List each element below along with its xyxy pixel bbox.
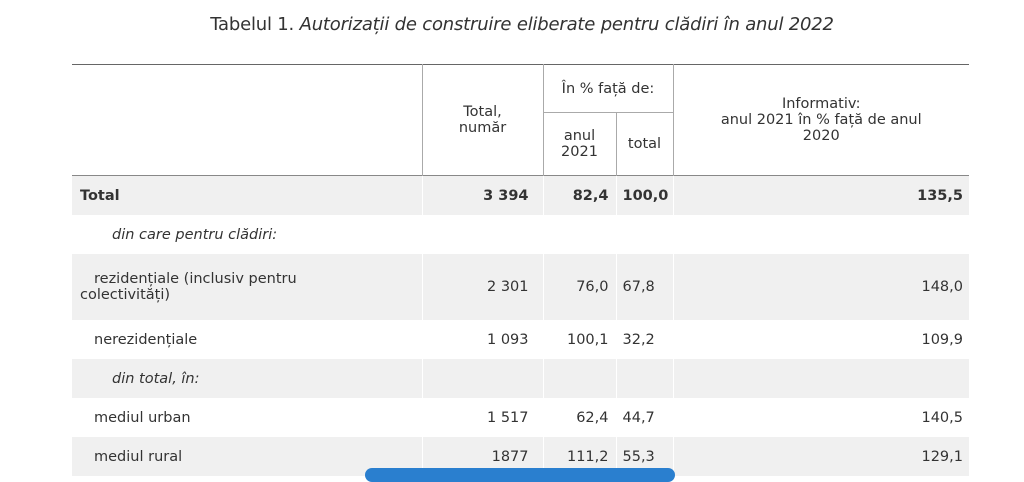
caption-prefix: Tabelul 1.	[210, 14, 300, 35]
header-total-pct: total	[615, 112, 673, 176]
cell-total: 1 517	[421, 398, 543, 437]
cell-informativ: 148,0	[672, 254, 969, 320]
header-total-count: Total, număr	[421, 64, 543, 176]
table-row-mediul-urban: mediul urban 1 517 62,4 44,7 140,5	[72, 398, 969, 437]
cell-pct-total	[615, 215, 673, 254]
row-label: mediul urban	[94, 409, 191, 426]
row-label: rezidențiale (inclusiv pentru colectivit…	[72, 254, 422, 320]
header-empty-cell	[72, 65, 422, 176]
header-info-line1: Informativ:	[781, 96, 861, 112]
cell-total: 3 394	[421, 175, 543, 215]
caption-title: Autorizații de construire eliberate pent…	[299, 14, 834, 35]
table-body: Total 3 394 82,4 100,0 135,5 din care pe…	[72, 175, 969, 476]
cell-anul-2021	[542, 215, 616, 254]
cell-total: 2 301	[421, 254, 543, 320]
table-row-subheading-total: din total, în:	[72, 359, 969, 398]
cell-pct-total: 67,8	[615, 254, 673, 320]
row-label-line1: rezidențiale (inclusiv pentru	[94, 271, 297, 287]
table-row-subheading-cladiri: din care pentru clădiri:	[72, 215, 969, 254]
header-info-line3: 2020	[802, 128, 840, 144]
cell-informativ	[672, 215, 969, 254]
cell-total	[421, 359, 543, 398]
header-anul-line2: 2021	[561, 144, 598, 160]
cell-informativ: 109,9	[672, 320, 969, 359]
cell-informativ: 140,5	[672, 398, 969, 437]
cell-pct-total: 32,2	[615, 320, 673, 359]
table-row-mediul-rural: mediul rural 1877 111,2 55,3 129,1	[72, 437, 969, 476]
row-label: mediul rural	[72, 437, 422, 476]
cell-pct-total: 44,7	[615, 398, 673, 437]
data-table: Total, număr În % față de: Informativ: a…	[72, 64, 969, 476]
row-label: nerezidențiale	[94, 331, 198, 348]
header-total-line1: Total,	[463, 104, 502, 120]
cell-anul-2021: 82,4	[542, 175, 616, 215]
cell-informativ: 135,5	[672, 175, 969, 215]
table-header: Total, număr În % față de: Informativ: a…	[72, 64, 969, 176]
row-label: din total, în:	[72, 359, 422, 398]
scroll-tab-button[interactable]	[365, 468, 675, 482]
header-total-line2: număr	[458, 120, 507, 136]
cell-pct-total: 100,0	[615, 175, 673, 215]
table-row-nerezidentiale: nerezidențiale 1 093 100,1 32,2 109,9	[72, 320, 969, 359]
cell-pct-total	[615, 359, 673, 398]
table-row-total: Total 3 394 82,4 100,0 135,5	[72, 175, 969, 215]
cell-anul-2021: 100,1	[542, 320, 616, 359]
row-label-line2: colectivități)	[80, 287, 171, 303]
cell-informativ	[672, 359, 969, 398]
data-table-container: Total, număr În % față de: Informativ: a…	[72, 64, 969, 476]
header-anul-2021: anul 2021	[542, 112, 616, 176]
cell-anul-2021: 76,0	[542, 254, 616, 320]
header-info-line2: anul 2021 în % față de anul	[720, 112, 922, 128]
cell-total	[421, 215, 543, 254]
cell-total: 1 093	[421, 320, 543, 359]
table-caption: Tabelul 1. Autorizații de construire eli…	[0, 14, 1024, 35]
header-informativ: Informativ: anul 2021 în % față de anul …	[672, 64, 969, 176]
row-label: Total	[72, 175, 422, 215]
cell-informativ: 129,1	[672, 437, 969, 476]
header-anul-line1: anul	[563, 128, 596, 144]
cell-anul-2021: 62,4	[542, 398, 616, 437]
table-row-rezidentiale: rezidențiale (inclusiv pentru colectivit…	[72, 254, 969, 320]
cell-anul-2021	[542, 359, 616, 398]
row-label: din care pentru clădiri:	[112, 226, 278, 243]
header-percent-group: În % față de:	[542, 64, 673, 113]
